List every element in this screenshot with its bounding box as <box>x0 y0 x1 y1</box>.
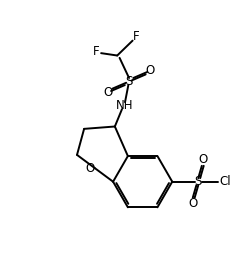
Text: S: S <box>125 75 133 88</box>
Text: O: O <box>103 86 112 99</box>
Text: F: F <box>133 30 139 43</box>
Text: S: S <box>195 175 202 188</box>
Text: O: O <box>146 64 155 77</box>
Text: O: O <box>198 153 208 166</box>
Text: O: O <box>86 162 95 175</box>
Text: NH: NH <box>116 99 133 112</box>
Text: Cl: Cl <box>219 175 231 188</box>
Text: F: F <box>93 45 100 58</box>
Text: O: O <box>188 197 198 210</box>
